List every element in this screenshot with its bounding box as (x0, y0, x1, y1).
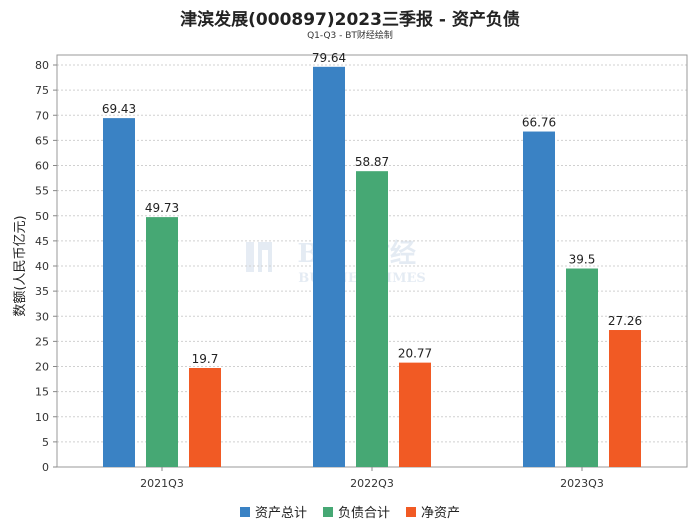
y-tick-label: 70 (35, 109, 49, 122)
legend-swatch (322, 506, 333, 517)
legend-label: 资产总计 (254, 506, 307, 521)
bar-2022Q3-2 (399, 362, 431, 467)
bar-2023Q3-2 (609, 330, 641, 467)
data-label: 27.26 (608, 314, 642, 328)
legend-swatch (239, 506, 250, 517)
bar-chart: BT 财经 BUSINESSTIMES 05101520253035404550… (13, 51, 688, 490)
legend-label: 负债合计 (337, 506, 390, 521)
chart-title: 津滨发展(000897)2023三季报 - 资产负债 (180, 10, 520, 30)
bar-2022Q3-1 (356, 171, 388, 467)
y-tick-label: 15 (35, 386, 49, 399)
chart-subtitle: Q1-Q3 - BT财经绘制 (307, 31, 393, 41)
y-tick-label: 0 (42, 461, 49, 474)
bar-2021Q3-0 (103, 118, 135, 467)
y-tick-label: 75 (35, 84, 49, 97)
legend-swatch (406, 506, 416, 517)
legend-item[interactable]: 负债合计 (322, 502, 390, 521)
y-tick-label: 45 (35, 235, 49, 248)
y-tick-label: 20 (35, 361, 49, 374)
data-label: 20.77 (398, 347, 432, 361)
legend-label: 净资产 (421, 506, 461, 521)
data-label: 39.5 (569, 253, 596, 267)
data-label: 66.76 (522, 116, 556, 130)
y-tick-label: 5 (42, 436, 49, 449)
y-tick-label: 60 (35, 160, 49, 173)
bar-2023Q3-1 (566, 268, 598, 467)
x-tick-label: 2023Q3 (560, 477, 604, 490)
data-label: 49.73 (145, 201, 179, 215)
y-tick-label: 35 (35, 285, 49, 298)
legend: 资产总计 负债合计 净资产 (0, 502, 700, 521)
bar-2022Q3-0 (313, 66, 345, 468)
y-tick-label: 10 (35, 411, 49, 424)
y-axis-label: 数额(人民币亿元) (13, 215, 28, 316)
x-tick-label: 2021Q3 (140, 477, 184, 490)
x-tick-label: 2022Q3 (350, 477, 394, 490)
legend-item[interactable]: 资产总计 (239, 502, 307, 521)
y-tick-label: 25 (35, 335, 49, 348)
data-label: 79.64 (312, 51, 346, 65)
legend-item[interactable]: 净资产 (406, 502, 460, 521)
data-label: 69.43 (102, 102, 136, 116)
y-tick-label: 80 (35, 59, 49, 72)
y-tick-label: 50 (35, 210, 49, 223)
data-label: 19.7 (192, 352, 219, 366)
data-label: 58.87 (355, 155, 389, 169)
bar-2021Q3-1 (146, 217, 178, 467)
bar-2023Q3-0 (523, 131, 555, 467)
bar-2021Q3-2 (189, 368, 221, 467)
y-tick-label: 55 (35, 185, 49, 198)
y-tick-label: 40 (35, 260, 49, 273)
y-tick-label: 30 (35, 310, 49, 323)
y-tick-label: 65 (35, 134, 49, 147)
